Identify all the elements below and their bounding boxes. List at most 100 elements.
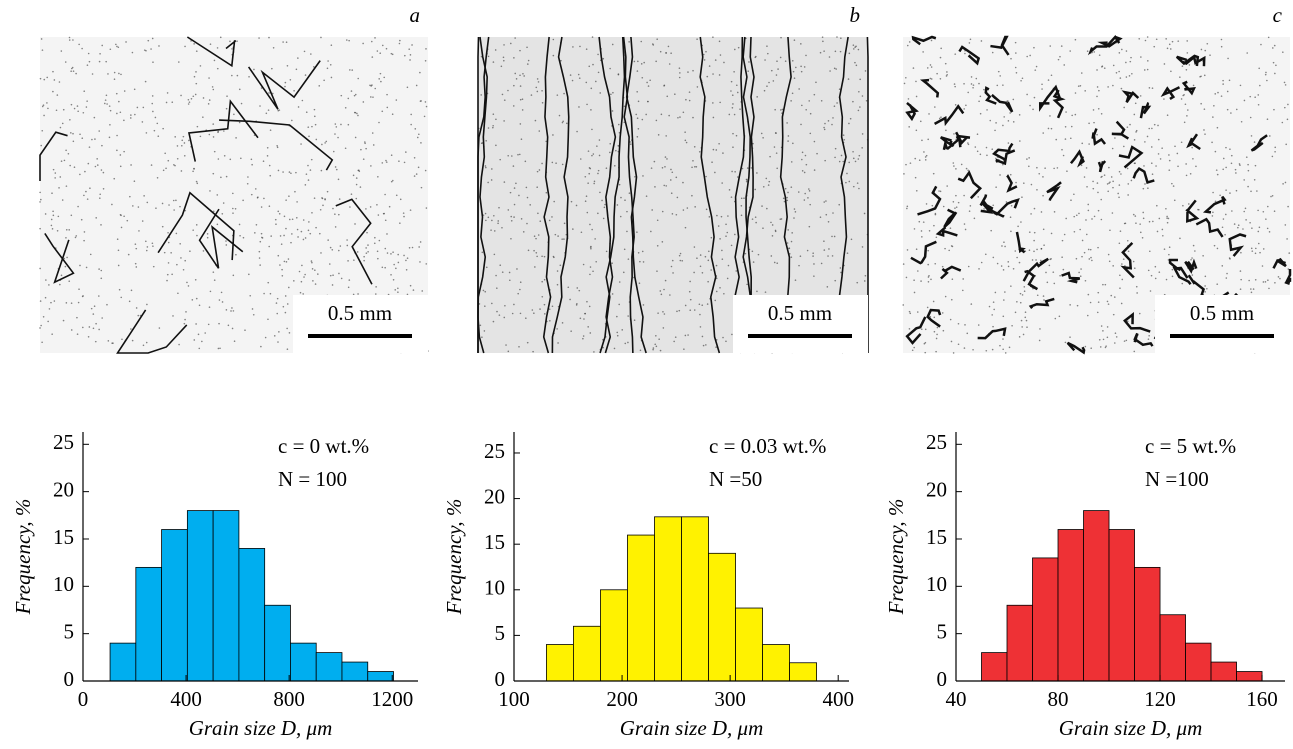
speckle [74,236,77,239]
speckle [1064,138,1067,140]
bar [212,510,240,682]
speckle [708,65,711,67]
bar [1057,529,1084,682]
speckle [46,102,48,104]
speckle [357,293,359,295]
speckle [627,258,630,260]
speckle [490,229,492,231]
speckle [544,313,546,315]
speckle [924,341,927,344]
grain-boundary [699,36,721,354]
speckle [1075,257,1078,260]
speckle [1115,71,1118,74]
speckle [1054,317,1057,320]
speckle [919,120,922,123]
speckle [100,169,103,171]
bar [264,604,291,682]
speckle [852,157,855,160]
speckle [287,258,290,260]
speckle [722,152,724,154]
speckle [595,80,597,83]
speckle [589,266,592,268]
bar [654,516,682,682]
speckle [161,225,164,228]
speckle [769,155,771,158]
speckle [942,329,945,332]
speckle [737,46,740,49]
speckle [1227,57,1229,60]
speckle [1066,170,1068,172]
speckle [1021,77,1024,80]
speckle [78,43,80,46]
speckle [960,163,963,166]
speckle [378,239,381,242]
speckle [184,45,186,48]
speckle [231,74,233,77]
speckle [89,187,91,190]
speckle [803,199,806,201]
speckle [1099,346,1102,348]
speckle [1215,169,1218,171]
speckle [1185,174,1188,177]
speckle [1026,55,1028,58]
speckle [744,252,747,255]
speckle [1125,76,1128,78]
speckle [305,111,308,114]
speckle [195,297,198,300]
speckle [736,84,738,87]
speckle [58,187,60,189]
speckle [526,196,529,199]
speckle [156,176,159,179]
speckle [721,258,724,260]
speckle [223,154,226,157]
speckle [1222,83,1224,85]
speckle [633,60,636,63]
speckle [842,160,845,163]
speckle [346,239,348,241]
speckle [935,236,938,239]
speckle [196,182,199,185]
speckle [527,59,530,62]
y-tick-label: 5 [937,619,948,643]
grain-boundary [1133,332,1154,347]
speckle [920,280,922,282]
speckle [277,169,280,172]
speckle [1217,91,1219,94]
speckle [605,167,608,170]
speckle [848,122,850,125]
speckle [909,162,912,164]
speckle [1238,163,1241,165]
speckle [813,93,816,96]
speckle [1247,185,1249,188]
speckle [1100,198,1103,201]
speckle [629,143,632,145]
speckle [409,54,412,56]
speckle [976,133,979,135]
speckle [1096,95,1098,98]
speckle [170,251,172,254]
speckle [334,166,337,168]
bar [708,552,736,682]
speckle [570,200,573,203]
speckle [1211,215,1214,217]
speckle [285,199,287,201]
speckle [519,312,522,315]
speckle [939,190,942,193]
speckle [1187,109,1189,111]
speckle [87,162,90,165]
speckle [824,159,826,162]
speckle [670,52,672,55]
speckle [1039,328,1041,330]
bar [290,642,317,682]
speckle [1085,219,1087,221]
speckle [339,245,342,247]
speckle [338,249,340,252]
speckle [567,286,570,289]
speckle [774,229,777,232]
annotation: c = 5 wt.% [1145,434,1236,458]
speckle [526,63,529,65]
speckle [1093,121,1095,124]
speckle [58,81,61,83]
speckle [192,229,194,231]
speckle [731,94,734,97]
